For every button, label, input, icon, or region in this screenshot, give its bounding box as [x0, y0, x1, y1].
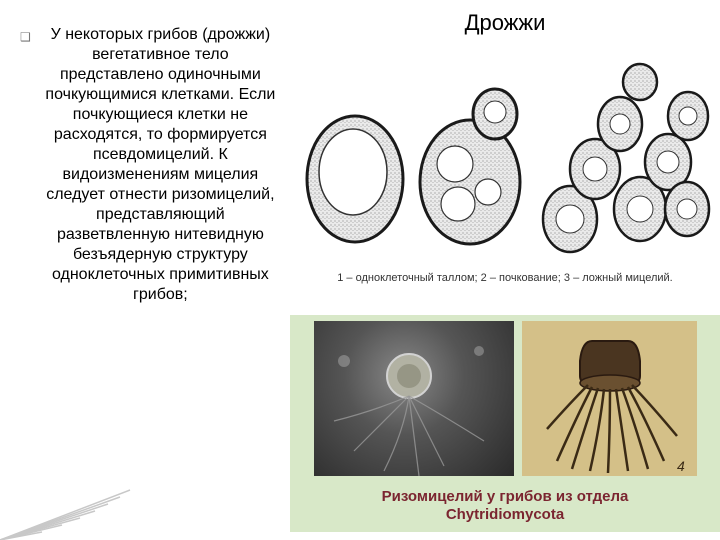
text-column: ❑ У некоторых грибов (дрожжи) вегетативн… [0, 0, 290, 540]
figures-column: Дрожжи [290, 0, 720, 540]
body-text: У некоторых грибов (дрожжи) вегетативное… [41, 25, 280, 305]
caption-line2: Chytridiomycota [446, 506, 564, 523]
slide: ❑ У некоторых грибов (дрожжи) вегетативн… [0, 0, 720, 540]
figure-top-caption: 1 – одноклеточный таллом; 2 – почкование… [290, 272, 720, 284]
micrograph-drawing: 4 [522, 321, 697, 476]
yeast-pseudomycelium [543, 64, 709, 252]
accent-lines [0, 485, 140, 540]
caption-line1: Ризомицелий у грибов из отдела [382, 488, 629, 505]
figure-bottom-caption: Ризомицелий у грибов из отдела Chytridio… [290, 482, 720, 532]
yeast-cell-1 [307, 116, 403, 242]
figure-bottom: 4 Ризомицелий у грибов из отдела Chytrid… [290, 315, 720, 532]
yeast-cell-2 [420, 89, 520, 244]
micrograph-photo [314, 321, 514, 476]
figure-top-title: Дрожжи [290, 10, 720, 36]
bullet-item: ❑ У некоторых грибов (дрожжи) вегетативн… [20, 25, 280, 305]
micrograph-row: 4 [290, 315, 720, 482]
bullet-marker: ❑ [20, 27, 31, 47]
yeast-diagram [290, 44, 720, 264]
svg-text:4: 4 [677, 458, 685, 474]
figure-top: Дрожжи [290, 10, 720, 284]
